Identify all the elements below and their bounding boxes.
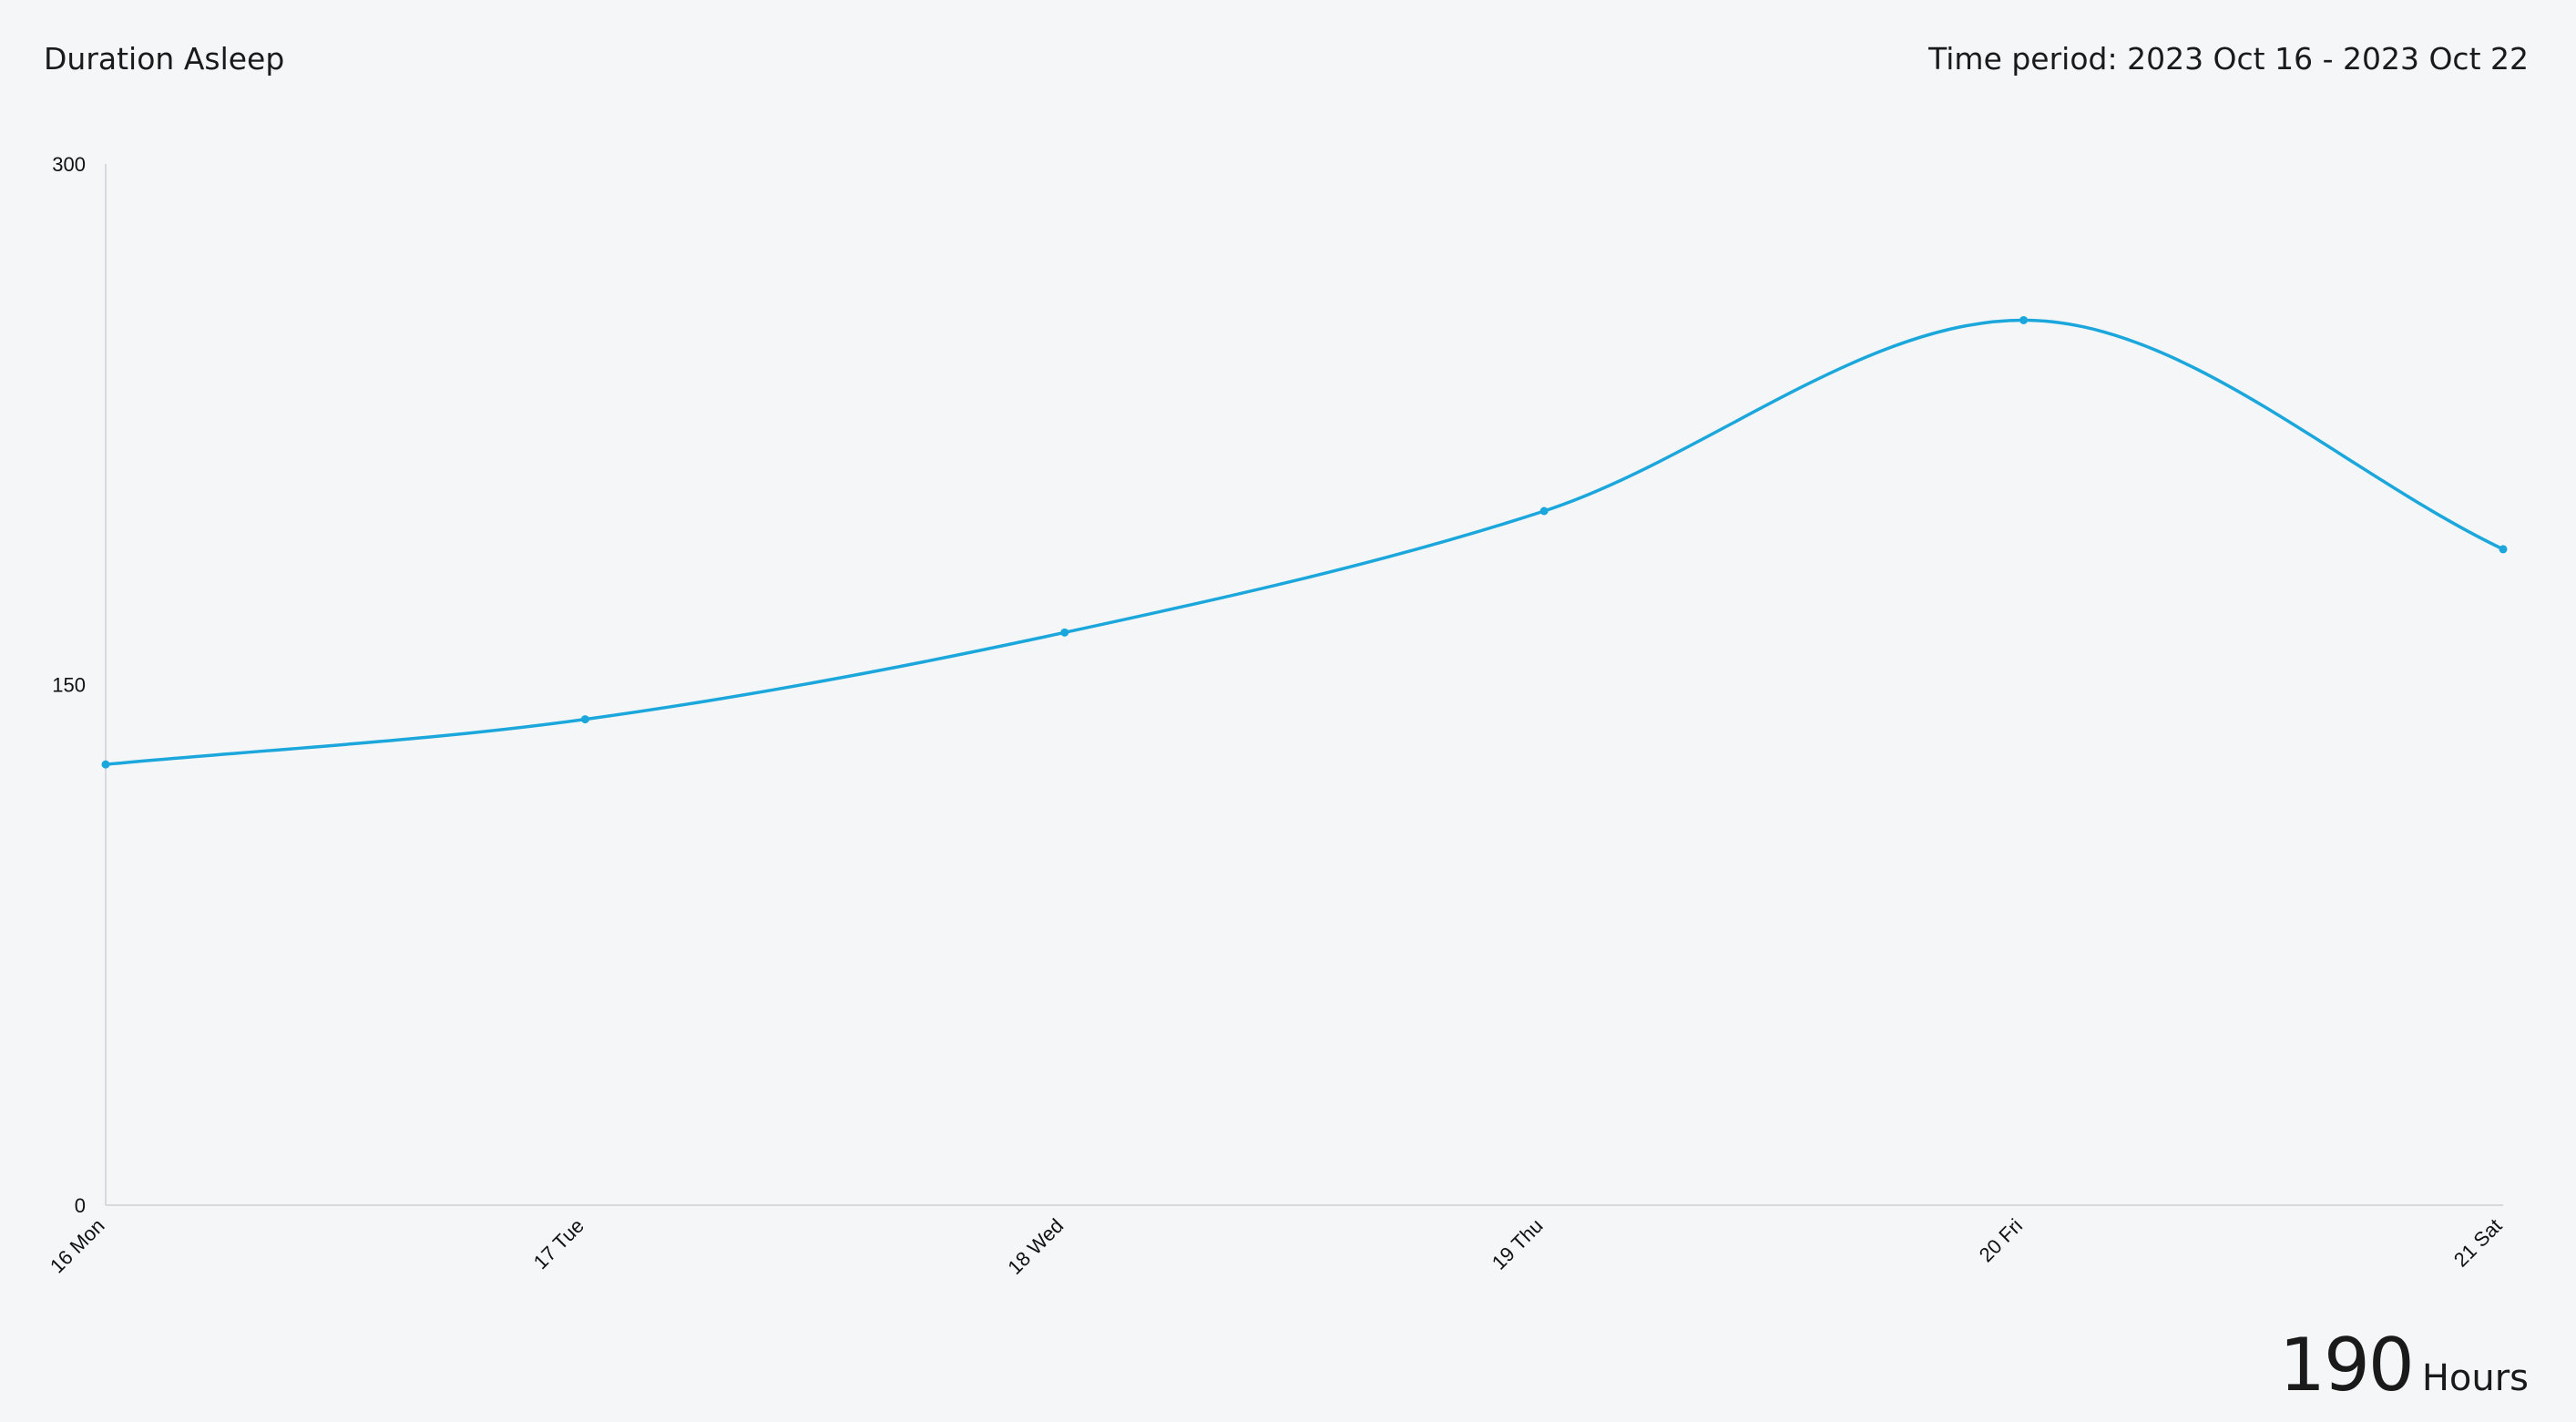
x-tick-label: 17 Tue	[529, 1214, 588, 1274]
x-tick-label: 19 Thu	[1487, 1214, 1548, 1274]
chart-title: Duration Asleep	[44, 41, 285, 77]
total-duration-value: 190	[2279, 1323, 2415, 1407]
data-point	[2499, 545, 2508, 554]
x-tick-label: 21 Sat	[2449, 1214, 2507, 1272]
total-duration-unit: Hours	[2421, 1357, 2529, 1399]
x-tick-label: 18 Wed	[1003, 1214, 1068, 1279]
total-duration: 190 Hours	[2279, 1329, 2529, 1402]
data-point	[101, 760, 110, 769]
time-period-label: Time period: 2023 Oct 16 - 2023 Oct 22	[1928, 41, 2529, 77]
series-line	[105, 318, 2504, 766]
y-tick-label: 150	[52, 674, 86, 697]
data-point	[1539, 506, 1549, 516]
x-tick-label: 20 Fri	[1975, 1214, 2027, 1266]
y-tick-label: 300	[52, 153, 86, 176]
y-tick-label: 0	[75, 1194, 86, 1217]
data-point	[580, 715, 589, 724]
data-point	[2019, 315, 2029, 324]
data-point	[1060, 628, 1069, 637]
x-tick-label: 16 Mon	[46, 1214, 109, 1278]
